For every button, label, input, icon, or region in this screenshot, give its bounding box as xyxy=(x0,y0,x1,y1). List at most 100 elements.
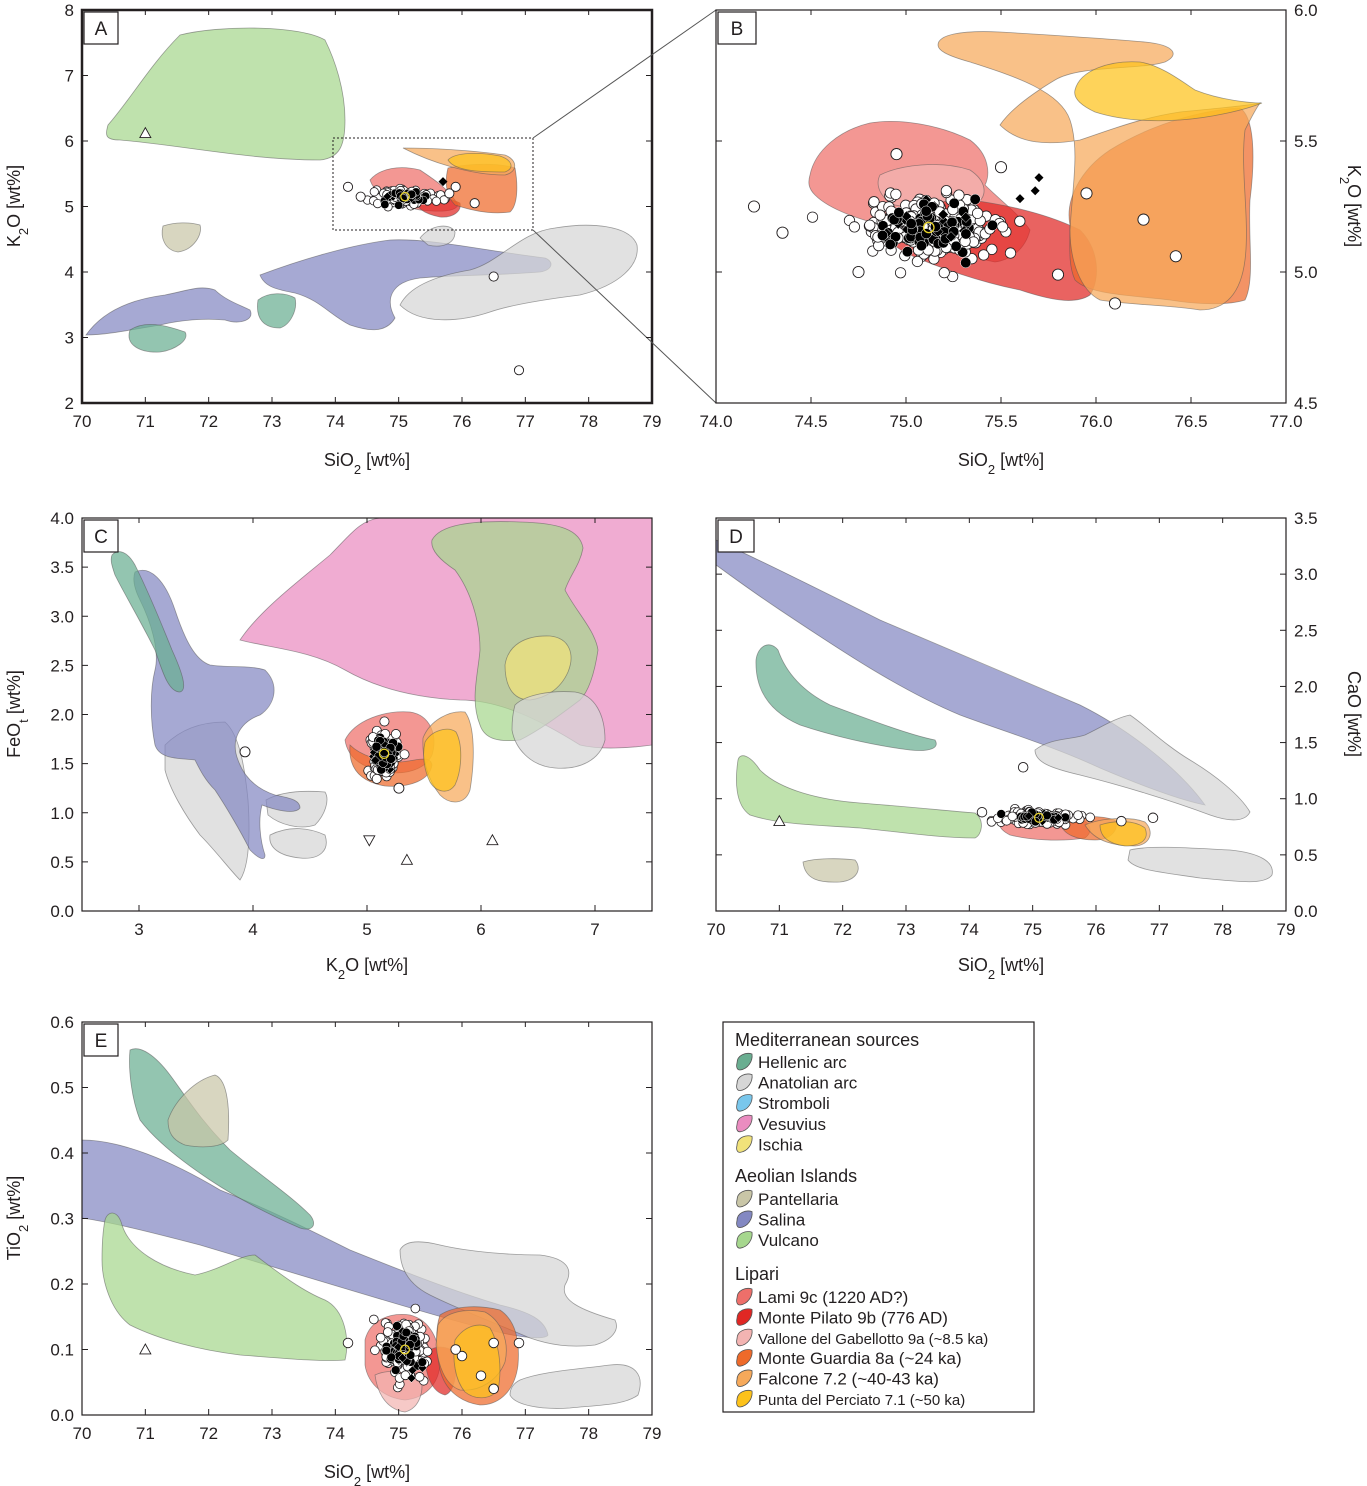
y-tick-label: 6 xyxy=(65,132,74,151)
x-tick-label: 76.0 xyxy=(1079,412,1112,431)
sample-point-open xyxy=(971,207,984,219)
data-point-open xyxy=(1051,268,1065,281)
sample-point-open xyxy=(868,196,880,208)
sample-point-open xyxy=(997,221,1009,233)
sample-point-open xyxy=(911,255,923,268)
sample-point-open xyxy=(371,773,382,784)
legend: Mediterranean sources Hellenic arc Anatol… xyxy=(722,1021,1035,1413)
sample-point-diamond xyxy=(945,231,957,243)
y-tick-label: 2.0 xyxy=(1294,677,1318,696)
panel-e: 70 71 72 73 74 75 76 77 78 79 0.0 0.1 0.2 0.3 0.4 0.5 0.… xyxy=(4,1013,661,1486)
x-tick-label: 77.0 xyxy=(1269,412,1302,431)
sample-mean-marker xyxy=(399,1344,411,1355)
zoom-box xyxy=(332,137,534,231)
x-tick-label: 79 xyxy=(1277,920,1296,939)
data-point-open xyxy=(976,806,988,818)
sample-point-filled xyxy=(901,246,913,258)
x-tick-label: 72 xyxy=(833,920,852,939)
sample-point-open xyxy=(390,729,401,740)
panel-e-ylabel: TiO2 [wt%] xyxy=(4,1176,31,1261)
x-tick-label: 74.5 xyxy=(794,412,827,431)
legend-swatch-hellenic xyxy=(736,1053,753,1071)
legend-box xyxy=(722,1021,1035,1413)
panel-d-xlabel: SiO2 [wt%] xyxy=(958,955,1044,982)
data-point-open xyxy=(747,200,761,213)
field-anatolian xyxy=(399,224,638,321)
sample-point-filled xyxy=(890,231,901,243)
y-tick-label: 0.0 xyxy=(50,1406,74,1425)
sample-point-filled xyxy=(392,1321,402,1331)
sample-point-filled xyxy=(417,1357,427,1367)
panel-b-marks xyxy=(747,148,1182,310)
sample-point-diamond xyxy=(1053,812,1064,823)
data-point-open xyxy=(513,365,525,376)
x-tick-label: 6 xyxy=(476,920,485,939)
sample-point-open xyxy=(379,716,390,727)
sample-point-open xyxy=(938,267,950,279)
x-tick-label: 76 xyxy=(453,412,472,431)
sample-point-open xyxy=(864,219,876,231)
sample-point-filled xyxy=(946,216,958,228)
field-hellenic xyxy=(129,1048,314,1230)
panel-d: 70 71 72 73 74 75 76 77 78 790.0 0.5 1.0 1.5 2.0 2.5 3.… xyxy=(707,509,1364,982)
data-point-open xyxy=(488,271,499,282)
x-tick-label: 75 xyxy=(1023,920,1042,939)
panel-c-label: C xyxy=(94,527,108,548)
y-tick-label: 0.3 xyxy=(50,1210,74,1229)
legend-swatch-salina xyxy=(736,1210,753,1229)
legend-label-pantellaria: Pantellaria xyxy=(758,1190,839,1209)
y-tick-label: 0.5 xyxy=(1294,846,1318,865)
sample-point-filled xyxy=(948,197,960,209)
zoom-line-bottom xyxy=(532,229,717,404)
panel-e-marks xyxy=(139,1303,525,1395)
x-tick-label: 78 xyxy=(1213,920,1232,939)
sample-point-open xyxy=(410,1303,421,1314)
legend-label-guardia: Monte Guardia 8a (~24 ka) xyxy=(758,1349,962,1368)
panel-d-axes: 70 71 72 73 74 75 76 77 78 790.0 0.5 1.0 1.5 2.0 2.5 3.… xyxy=(707,509,1318,939)
sample-point-filled xyxy=(905,218,917,230)
y-tick-label: 0.6 xyxy=(50,1013,74,1032)
sample-point-open xyxy=(1073,810,1083,820)
y-tick-label: 3.0 xyxy=(1294,565,1318,584)
sample-point-filled xyxy=(380,200,390,209)
x-tick-label: 77 xyxy=(516,1424,535,1443)
sample-point-diamond xyxy=(937,208,949,221)
x-tick-label: 70 xyxy=(73,412,92,431)
field-vulcano xyxy=(101,1212,348,1361)
panel-d-marks xyxy=(773,762,1159,830)
zoom-line-top xyxy=(532,9,717,139)
y-tick-label: 1.0 xyxy=(1294,790,1318,809)
panel-c-axes: 3 4 5 6 7 0.0 0.5 1.0 1.5 2.0 2.5 3.0 3.5 4.0 xyxy=(50,509,652,939)
panel-c-marks xyxy=(239,716,499,865)
sample-point-open xyxy=(874,209,886,221)
sample-mean-marker xyxy=(922,221,935,234)
data-point-open xyxy=(239,746,251,758)
panel-c-label-box xyxy=(83,519,119,553)
y-tick-label: 0.4 xyxy=(50,1144,74,1163)
sample-point-filled xyxy=(386,1352,396,1362)
x-tick-label: 5 xyxy=(362,920,371,939)
legend-swatch-ischia xyxy=(736,1135,753,1153)
data-point-open xyxy=(513,1337,525,1349)
sample-point-open xyxy=(890,188,902,200)
field-perciato xyxy=(447,152,512,173)
sample-point-open xyxy=(940,185,952,197)
sample-point-open xyxy=(806,211,819,223)
legend-label-salina: Salina xyxy=(758,1211,806,1230)
legend-swatch-vulcano xyxy=(736,1231,753,1249)
panel-d-label: D xyxy=(729,527,743,548)
y-tick-label: 0.1 xyxy=(50,1341,74,1360)
sample-mean-marker xyxy=(400,191,410,202)
sample-point-open xyxy=(848,221,861,233)
field-hellenic xyxy=(110,551,185,693)
panel-b-fields xyxy=(808,31,1263,311)
field-pantellaria xyxy=(167,1074,230,1148)
x-tick-label: 76.5 xyxy=(1174,412,1207,431)
data-point-open xyxy=(852,265,865,279)
legend-swatch-perciato xyxy=(736,1390,753,1408)
data-point-triangle-down xyxy=(363,835,376,847)
data-point-open xyxy=(1080,187,1093,200)
y-tick-label: 0.5 xyxy=(50,853,74,872)
field-perciato xyxy=(1074,61,1263,122)
x-tick-label: 73 xyxy=(263,412,282,431)
